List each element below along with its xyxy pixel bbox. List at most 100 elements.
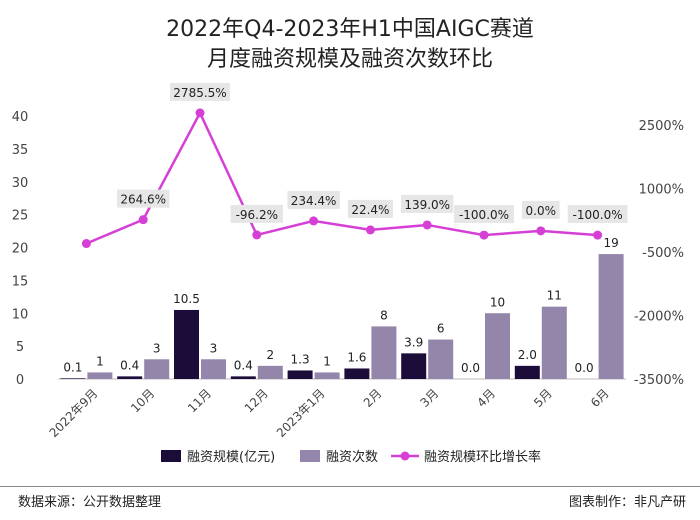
growth-label: 22.4% xyxy=(351,203,389,217)
x-tick-label: 6月 xyxy=(588,386,612,410)
data-label-funding-count: 6 xyxy=(437,322,445,336)
data-label-funding-count: 19 xyxy=(603,236,618,250)
right-tick-label: 1000% xyxy=(639,183,684,198)
data-label-funding-amount: 10.5 xyxy=(173,292,200,306)
bar-funding-count xyxy=(428,339,454,379)
chart: 2022年Q4-2023年H1中国AIGC赛道 月度融资规模及融资次数环比 0 5… xyxy=(12,17,684,465)
growth-label-box xyxy=(287,190,340,209)
growth-point xyxy=(536,226,546,236)
legend-marker-growth xyxy=(400,451,410,461)
growth-label: -96.2% xyxy=(236,208,278,222)
bar-funding-amount xyxy=(344,368,370,379)
legend-label-funding-amount: 融资规模(亿元) xyxy=(187,450,275,465)
growth-label-box xyxy=(117,189,170,208)
bar-funding-amount xyxy=(60,378,86,379)
bar-funding-amount xyxy=(230,376,256,379)
growth-point xyxy=(252,230,262,240)
footer-source: 数据来源：公开数据整理 xyxy=(18,495,162,510)
data-label-funding-amount: 1.3 xyxy=(291,352,310,366)
left-tick-label: 35 xyxy=(12,143,29,158)
left-axis: 0 5 10 15 20 25 30 35 40 xyxy=(12,110,29,388)
bar-funding-amount xyxy=(401,353,427,379)
x-tick-label: 10月 xyxy=(128,386,157,415)
data-label-funding-count: 2 xyxy=(266,348,274,362)
left-tick-label: 0 xyxy=(16,373,24,388)
left-tick-label: 10 xyxy=(12,307,29,322)
left-tick-label: 25 xyxy=(12,209,29,224)
data-label-funding-count: 1 xyxy=(96,354,104,368)
right-tick-label: -2000% xyxy=(634,310,684,325)
left-tick-label: 30 xyxy=(12,176,29,191)
x-tick-label: 2023年1月 xyxy=(274,386,328,440)
bar-funding-amount xyxy=(287,370,313,379)
growth-point xyxy=(365,225,375,235)
growth-label-box xyxy=(522,200,560,219)
data-label-funding-amount: 0.0 xyxy=(461,361,480,375)
right-tick-label: 2500% xyxy=(639,119,684,134)
growth-label-box xyxy=(401,194,454,213)
data-label-funding-amount: 3.9 xyxy=(404,335,423,349)
right-tick-label: -3500% xyxy=(634,373,684,388)
growth-label: 139.0% xyxy=(404,198,450,212)
data-label-funding-count: 1 xyxy=(323,354,331,368)
growth-label: -100.0% xyxy=(573,208,623,222)
x-tick-label: 5月 xyxy=(531,386,555,410)
growth-label: 2785.5% xyxy=(173,86,226,100)
chart-title-line-1: 2022年Q4-2023年H1中国AIGC赛道 xyxy=(166,17,534,42)
bar-funding-count xyxy=(87,372,113,379)
bar-funding-count xyxy=(598,254,624,379)
bars: 0.1 1 0.4 3 10.5 3 0.4 2 1.3 1 1.6 8 3.9 6 0.0 10 2.0 11 0… xyxy=(60,236,624,379)
bar-funding-count xyxy=(144,359,170,379)
bar-funding-count xyxy=(371,326,397,379)
right-axis: -3500% -2000% -500% 1000% 2500% xyxy=(634,119,684,388)
growth-label-box xyxy=(567,205,628,224)
bar-funding-count xyxy=(257,365,283,379)
bar-funding-count xyxy=(485,313,510,379)
footer-divider xyxy=(0,486,700,487)
growth-line-path xyxy=(85,110,598,245)
bar-funding-count xyxy=(201,359,226,379)
growth-label: 0.0% xyxy=(526,204,557,218)
left-tick-label: 40 xyxy=(12,110,29,125)
growth-point xyxy=(422,220,432,230)
growth-label: -100.0% xyxy=(459,208,509,222)
chart-title-line-2: 月度融资规模及融资次数环比 xyxy=(207,47,493,72)
data-label-funding-amount: 2.0 xyxy=(518,348,537,362)
legend-label-funding-count: 融资次数 xyxy=(326,449,378,465)
data-label-funding-count: 8 xyxy=(380,308,388,322)
growth-label-box xyxy=(454,205,514,224)
growth-line: 264.6% 2785.5% -96.2% 234.4% 22.4% 139.0% -100… xyxy=(81,82,628,249)
bar-funding-amount xyxy=(514,365,540,379)
x-tick-label: 11月 xyxy=(185,386,214,415)
left-tick-label: 20 xyxy=(12,242,29,257)
growth-label: 234.4% xyxy=(291,194,337,208)
bar-funding-amount xyxy=(117,376,143,379)
data-label-funding-amount: 0.4 xyxy=(234,358,253,372)
x-tick-label: 12月 xyxy=(242,386,271,415)
data-label-funding-amount: 0.4 xyxy=(120,358,139,372)
right-tick-label: -500% xyxy=(642,246,684,261)
data-label-funding-count: 11 xyxy=(547,289,562,303)
x-tick-label: 3月 xyxy=(418,386,442,410)
bar-funding-count xyxy=(541,306,567,379)
growth-label-box xyxy=(170,82,230,101)
legend-label-growth: 融资规模环比增长率 xyxy=(424,449,541,465)
left-tick-label: 5 xyxy=(16,340,24,355)
growth-point xyxy=(593,230,603,240)
growth-point xyxy=(479,230,489,240)
data-label-funding-count: 3 xyxy=(153,341,161,355)
growth-point xyxy=(138,215,148,225)
data-label-funding-amount: 0.0 xyxy=(575,361,594,375)
x-tick-label: 2月 xyxy=(361,386,385,410)
left-tick-label: 15 xyxy=(12,274,29,289)
growth-point xyxy=(309,216,319,226)
data-label-funding-amount: 1.6 xyxy=(347,350,366,364)
footer-maker: 图表制作：非凡产研 xyxy=(568,495,686,510)
legend-swatch-funding-amount xyxy=(161,450,181,462)
bar-funding-amount xyxy=(174,309,199,379)
growth-point xyxy=(195,108,205,118)
growth-label: 264.6% xyxy=(120,193,166,207)
data-label-funding-amount: 0.1 xyxy=(63,360,82,374)
x-tick-label: 4月 xyxy=(474,386,498,410)
data-label-funding-count: 10 xyxy=(490,295,505,309)
